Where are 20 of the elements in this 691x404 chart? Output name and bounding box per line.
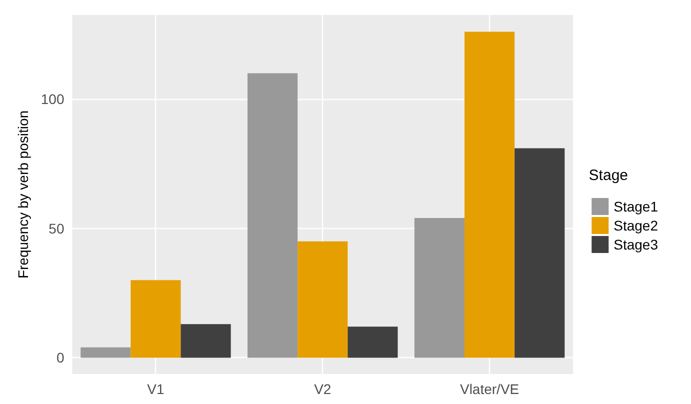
legend-label: Stage2 [614, 218, 658, 234]
bar [248, 73, 298, 358]
bar [80, 347, 131, 358]
bar [180, 324, 231, 358]
y-tick-label: 100 [40, 91, 64, 108]
x-tick-label: V1 [147, 381, 164, 397]
bar [348, 326, 398, 358]
legend-label: Stage3 [614, 236, 658, 252]
bar [464, 32, 515, 358]
bar [130, 280, 181, 358]
y-tick-label: 0 [56, 350, 64, 366]
legend-label: Stage1 [614, 198, 658, 214]
bar [414, 218, 465, 358]
y-tick-label: 50 [48, 220, 64, 236]
legend-title: Stage [588, 167, 628, 184]
x-tick-label: V2 [314, 381, 332, 397]
x-tick-label: Vlater/VE [460, 381, 520, 397]
y-axis-title: Frequency by verb position [15, 110, 31, 279]
bar [298, 241, 348, 358]
bar [514, 148, 565, 358]
